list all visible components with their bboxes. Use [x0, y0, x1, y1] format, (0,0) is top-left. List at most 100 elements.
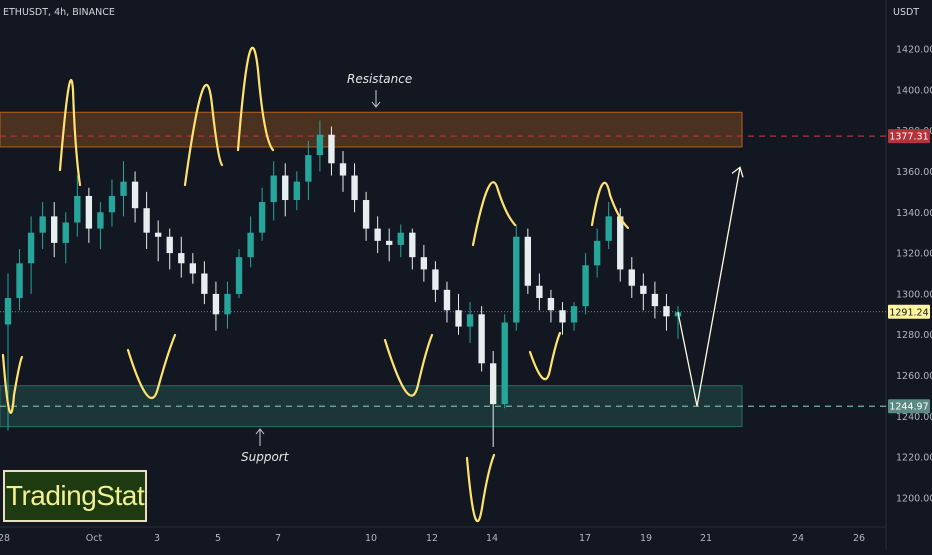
candle-body — [247, 232, 254, 258]
swing-drawing — [383, 333, 434, 397]
projection-path — [677, 167, 741, 407]
candle-body — [466, 314, 474, 327]
time-tick-label: 5 — [215, 533, 221, 544]
candle-body — [570, 306, 578, 323]
time-tick-label: 7 — [275, 533, 281, 544]
candles-layer — [4, 120, 682, 447]
price-tick-label: 1360.00 — [896, 167, 932, 178]
candle-body — [97, 212, 104, 229]
resistance-arrow-icon — [371, 90, 381, 108]
resistance-level-value: 1377.31 — [889, 132, 928, 143]
candle-body — [120, 181, 127, 196]
candle-body — [154, 232, 162, 237]
price-tick-label: 1300.00 — [896, 289, 932, 300]
candle-body — [524, 236, 532, 286]
candle-body — [593, 240, 601, 266]
candle-body — [51, 216, 58, 243]
last-price-value: 1291.24 — [889, 307, 928, 318]
candle-body — [513, 236, 520, 323]
resistance-zone — [0, 111, 743, 148]
symbol-label: ETHUSDT, 4h, BINANCE — [3, 7, 115, 18]
price-tick-label: 1240.00 — [896, 412, 932, 423]
candle-body — [432, 269, 439, 290]
price-tick-label: 1220.00 — [896, 453, 932, 464]
candle-body — [536, 285, 543, 298]
price-tick-label: 1200.00 — [896, 494, 932, 505]
candle-body — [201, 273, 208, 294]
price-tick-label: 1340.00 — [896, 208, 932, 219]
price-tick-label: 1260.00 — [896, 371, 932, 382]
candle-body — [628, 269, 635, 286]
candle-body — [409, 232, 416, 258]
swing-drawing — [183, 83, 224, 187]
candle-body — [85, 195, 93, 229]
candle-body — [478, 314, 485, 364]
candle-body — [16, 263, 23, 298]
time-tick-label: 10 — [365, 533, 377, 544]
candle-body — [131, 181, 139, 209]
price-axis-unit: USDT — [893, 7, 919, 18]
candle-body — [316, 134, 324, 156]
candle-body — [282, 175, 289, 201]
support-level-value: 1244.97 — [889, 402, 928, 413]
candle-body — [27, 232, 35, 264]
candle-body — [455, 310, 462, 327]
candle-body — [386, 240, 393, 245]
candle-body — [397, 232, 404, 245]
swing-drawing — [471, 181, 517, 247]
candle-body — [582, 265, 589, 307]
candle-body — [62, 222, 69, 243]
candle-body — [351, 175, 358, 201]
candle-body — [178, 253, 185, 264]
candle-body — [617, 216, 624, 270]
resistance-level-badge — [888, 129, 930, 144]
candle-body — [328, 134, 335, 164]
candle-body — [374, 228, 381, 241]
candle-body — [640, 285, 647, 294]
candle-body — [39, 216, 46, 233]
candle-body — [224, 293, 231, 315]
candle-body — [339, 163, 347, 176]
price-labels: 1377.31 1291.24 1244.97 — [888, 129, 930, 414]
swing-drawing — [1, 353, 24, 414]
support-arrow-icon — [255, 428, 265, 446]
candle-body — [663, 306, 670, 317]
candle-body — [443, 289, 451, 311]
resistance-annotation: Resistance — [347, 72, 412, 86]
time-tick-label: Oct — [86, 533, 103, 544]
candle-body — [605, 216, 612, 241]
candle-body — [305, 155, 312, 182]
swing-drawing — [58, 78, 82, 187]
time-tick-label: 3 — [154, 533, 160, 544]
tradingstat-logo: TradingStat — [3, 470, 147, 522]
candle-body — [293, 181, 300, 201]
candle-body — [362, 200, 370, 229]
logo-text: TradingStat — [5, 480, 145, 511]
swing-drawing — [590, 181, 630, 230]
swing-drawing — [236, 46, 275, 152]
time-tick-label: 19 — [640, 533, 652, 544]
candle-body — [235, 257, 243, 294]
candle-body — [547, 297, 555, 311]
candle-body — [651, 293, 659, 307]
swing-drawing — [528, 331, 562, 381]
time-axis: 28 Oct 3 5 7 10 12 14 17 19 21 24 26 — [0, 533, 865, 544]
zones-layer — [0, 111, 886, 428]
price-tick-label: 1400.00 — [896, 85, 932, 96]
support-annotation: Support — [241, 450, 290, 464]
time-tick-label: 12 — [426, 533, 438, 544]
drawings-layer — [1, 46, 744, 523]
price-tick-label: 1420.00 — [896, 45, 932, 56]
candle-body — [420, 257, 428, 270]
candle-body — [559, 310, 566, 323]
candle-body — [501, 322, 508, 405]
candle-body — [270, 175, 277, 203]
candle-body — [166, 236, 173, 254]
last-price-badge — [888, 304, 930, 319]
time-tick-label: 17 — [579, 533, 591, 544]
swing-drawing — [465, 453, 496, 523]
time-tick-label: 14 — [486, 533, 498, 544]
candle-body — [258, 202, 266, 233]
